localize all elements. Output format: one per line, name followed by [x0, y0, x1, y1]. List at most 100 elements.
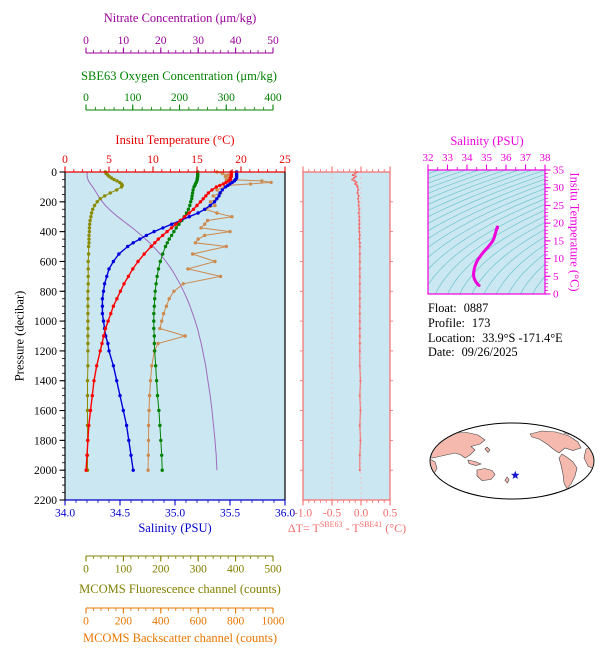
tick-label: 1800: [34, 435, 57, 447]
tick-label: 400: [227, 564, 245, 576]
tick-label: 35: [553, 165, 565, 177]
tick-label: 0.0: [354, 508, 369, 520]
tick-label: 1200: [34, 346, 57, 358]
float-info: Float: 0887 Profile: 173 Location: 33.9°S -…: [428, 301, 563, 360]
delta-t-series: [351, 170, 362, 472]
salinity-series: [100, 170, 239, 472]
date-value: 09/26/2025: [461, 345, 518, 360]
tick-label: 25: [279, 154, 291, 166]
delta-t-title-sup2: SBE41: [359, 520, 383, 529]
profile-value: 173: [471, 315, 491, 330]
tick-label: 600: [190, 616, 208, 628]
delta-t-title-pre: ΔT= T: [287, 521, 320, 535]
tick-label: 30: [192, 35, 204, 47]
tick-label: 20: [553, 218, 565, 230]
tick-label: 10: [553, 253, 565, 265]
salinity-axis-title: Salinity (PSU): [138, 521, 212, 535]
tick-label: 800: [40, 286, 58, 298]
delta-t-axis-title: ΔT= TSBE63 - TSBE41 (°C): [288, 520, 406, 536]
tick-label: 32: [423, 152, 434, 164]
density-contours: [428, 170, 545, 294]
oxygen-series: [152, 170, 200, 472]
tick-label: 1000: [262, 616, 285, 628]
float-value: 0887: [463, 301, 489, 315]
delta-t-title-post: (°C): [382, 521, 407, 535]
tick-label: 100: [115, 564, 133, 576]
tick-label: 34.5: [110, 508, 130, 520]
delta-t-title-mid: - T: [342, 521, 360, 535]
tick-label: 2200: [34, 495, 57, 507]
world-map: [429, 422, 595, 500]
tick-label: 1000: [34, 316, 57, 328]
float-location-star: [510, 470, 520, 479]
tick-label: 500: [264, 564, 282, 576]
fluorescence-axis-title: MCOMS Fluorescence channel (counts): [79, 582, 281, 596]
tick-label: 33: [442, 152, 454, 164]
tick-label: 37: [520, 152, 532, 164]
profile-label: Profile:: [428, 315, 465, 330]
tick-label: 800: [227, 616, 245, 628]
backscatter-axis-title: MCOMS Backscatter channel (counts): [82, 631, 278, 645]
ts-salinity-axis-title: Salinity (PSU): [450, 134, 524, 148]
tick-label: 200: [171, 92, 189, 104]
tick-label: 0: [553, 289, 559, 301]
tick-label: 1600: [34, 406, 57, 418]
tick-label: 0: [62, 154, 68, 166]
tick-label: 15: [191, 154, 203, 166]
date-label: Date:: [428, 345, 455, 360]
tick-label: 34: [462, 152, 474, 164]
tick-label: 5: [553, 271, 559, 283]
tick-label: 0: [51, 167, 57, 179]
tick-label: 2000: [34, 465, 57, 477]
tick-label: 300: [190, 564, 208, 576]
tick-label: -0.5: [323, 508, 341, 520]
tick-label: 25: [553, 200, 565, 212]
tick-label: 200: [40, 197, 58, 209]
fluorescence-series: [85, 170, 125, 472]
ts-curve: [472, 225, 499, 287]
location-label: Location:: [428, 330, 476, 345]
tick-label: 400: [264, 92, 282, 104]
tick-label: 38: [540, 152, 552, 164]
oxygen-axis-title: SBE63 Oxygen Concentration (μm/kg): [81, 69, 277, 83]
float-label: Float:: [428, 301, 457, 315]
tick-label: 36.0: [275, 508, 295, 520]
tick-label: 600: [40, 256, 58, 268]
tick-label: 20: [235, 154, 247, 166]
tick-label: 200: [152, 564, 170, 576]
tick-label: 10: [147, 154, 159, 166]
tick-label: 34.0: [55, 508, 75, 520]
tick-label: 20: [155, 35, 167, 47]
tick-label: 200: [115, 616, 133, 628]
tick-label: 0: [83, 92, 89, 104]
pressure-axis-title: Pressure (decibar): [12, 290, 27, 382]
tick-label: 35: [481, 152, 493, 164]
location-info-line: Location: 33.9°S -171.4°E: [428, 331, 563, 346]
tick-label: 50: [267, 35, 279, 47]
tick-label: 10: [118, 35, 130, 47]
location-value: 33.9°S -171.4°E: [482, 330, 563, 345]
tick-label: 0: [83, 35, 89, 47]
tick-label: 300: [218, 92, 236, 104]
temperature-series: [84, 170, 233, 472]
tick-label: 0: [83, 564, 89, 576]
tick-label: 100: [124, 92, 142, 104]
delta-t-title-sup1: SBE63: [319, 520, 343, 529]
tick-label: -1.0: [294, 508, 312, 520]
tick-label: 400: [152, 616, 170, 628]
tick-label: 400: [40, 227, 58, 239]
tick-label: 40: [230, 35, 242, 47]
temperature-axis-title: Insitu Temperature (°C): [115, 133, 235, 147]
tick-label: 0: [83, 616, 89, 628]
float-info-line: Float: 0887: [428, 301, 563, 316]
profile-info-line: Profile: 173: [428, 316, 563, 331]
tick-label: 1400: [34, 376, 57, 388]
ts-temperature-axis-title: Insitu Temperature (°C): [567, 172, 582, 292]
tick-label: 0.5: [383, 508, 398, 520]
tick-label: 36: [501, 152, 513, 164]
tick-label: 15: [553, 235, 565, 247]
date-info-line: Date: 09/26/2025: [428, 345, 563, 360]
tick-label: 5: [106, 154, 112, 166]
